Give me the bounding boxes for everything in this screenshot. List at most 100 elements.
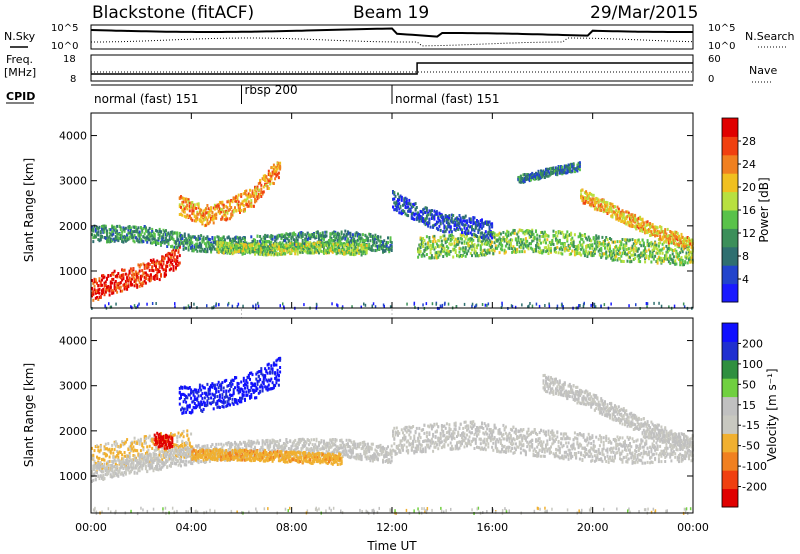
noise-cell: [562, 305, 564, 309]
scatter-cell: [512, 249, 515, 253]
colorbar-tick-label: 20: [742, 181, 756, 194]
scatter-cell: [117, 282, 120, 286]
scatter-cell: [434, 223, 437, 226]
scatter-cell: [405, 200, 408, 204]
scatter-cell: [469, 231, 472, 235]
scatter-cell: [605, 252, 608, 256]
scatter-cell: [522, 238, 525, 242]
scatter-cell: [291, 249, 294, 253]
scatter-cell: [350, 239, 353, 243]
scatter-cell: [369, 233, 372, 237]
scatter-cell: [203, 217, 206, 221]
scatter-cell: [297, 232, 300, 236]
scatter-cell: [434, 240, 437, 244]
scatter-cell: [156, 240, 159, 244]
scatter-cell: [285, 236, 288, 240]
scatter-cell: [127, 231, 130, 235]
scatter-cell: [166, 245, 169, 248]
scatter-cell: [671, 239, 674, 243]
scatter-cell: [524, 240, 527, 243]
scatter-cell: [335, 233, 338, 237]
scatter-cell: [245, 203, 248, 207]
noise-cell: [582, 305, 585, 309]
scatter-cell: [639, 260, 642, 264]
scatter-cell: [98, 279, 101, 283]
scatter-cell: [541, 251, 544, 255]
scatter-cell: [291, 242, 294, 246]
scatter-cell: [518, 250, 521, 254]
scatter-cell: [197, 238, 200, 241]
scatter-cell: [193, 203, 196, 207]
scatter-cell: [198, 207, 201, 211]
scatter-cell: [580, 247, 583, 251]
scatter-cell: [353, 237, 356, 241]
scatter-cell: [136, 272, 139, 276]
scatter-cell: [598, 205, 601, 209]
scatter-cell: [198, 249, 201, 253]
scatter-cell: [368, 232, 371, 236]
scatter-cell: [415, 217, 418, 221]
scatter-cell: [217, 210, 220, 213]
scatter-cell: [504, 250, 507, 254]
scatter-cell: [101, 292, 103, 296]
scatter-cell: [217, 235, 220, 239]
scatter-cell: [479, 222, 482, 226]
scatter-cell: [344, 251, 347, 255]
scatter-cell: [315, 231, 318, 234]
freq-line: [91, 62, 693, 75]
scatter-cell: [286, 250, 289, 254]
scatter-cell: [464, 254, 467, 258]
scatter-cell: [440, 247, 443, 251]
scatter-cell: [336, 245, 339, 248]
scatter-cell: [464, 214, 467, 218]
scatter-cell: [481, 218, 483, 222]
scatter-cell: [246, 247, 249, 251]
scatter-cell: [538, 239, 541, 243]
scatter-cell: [437, 239, 440, 242]
noise-cell: [441, 305, 443, 309]
scatter-cell: [591, 202, 594, 206]
scatter-cell: [412, 203, 415, 207]
scatter-cell: [577, 165, 580, 169]
scatter-cell: [592, 193, 595, 197]
scatter-cell: [234, 196, 236, 200]
noise-cell: [137, 304, 139, 308]
scatter-cell: [389, 237, 392, 241]
scatter-cell: [437, 216, 440, 220]
scatter-cell: [235, 240, 238, 244]
scatter-cell: [563, 164, 566, 168]
scatter-cell: [491, 232, 494, 236]
scatter-cell: [398, 207, 401, 211]
scatter-cell: [167, 239, 170, 243]
scatter-cell: [239, 241, 241, 245]
scatter-cell: [424, 223, 427, 227]
scatter-cell: [232, 251, 235, 255]
scatter-cell: [543, 176, 546, 179]
scatter-cell: [116, 229, 119, 233]
scatter-cell: [308, 242, 310, 246]
scatter-cell: [308, 244, 310, 248]
scatter-cell: [395, 208, 398, 212]
scatter-cell: [148, 275, 151, 279]
scatter-cell: [556, 170, 559, 174]
scatter-cell: [557, 251, 560, 255]
scatter-cell: [336, 248, 339, 252]
scatter-cell: [397, 199, 399, 202]
scatter-cell: [250, 248, 253, 251]
noise-cell: [279, 304, 281, 308]
scatter-cell: [469, 225, 472, 229]
scatter-cell: [136, 274, 139, 278]
scatter-cell: [284, 233, 287, 237]
scatter-cell: [560, 165, 563, 168]
scatter-cell: [232, 197, 235, 201]
scatter-cell: [97, 284, 100, 288]
scatter-cell: [272, 253, 275, 257]
scatter-cell: [542, 249, 545, 253]
scatter-cell: [448, 230, 451, 234]
scatter-cell: [220, 237, 223, 241]
scatter-cell: [375, 236, 378, 239]
scatter-cell: [620, 212, 623, 216]
scatter-cell: [111, 239, 114, 243]
scatter-cell: [371, 240, 374, 244]
scatter-cell: [208, 244, 211, 248]
